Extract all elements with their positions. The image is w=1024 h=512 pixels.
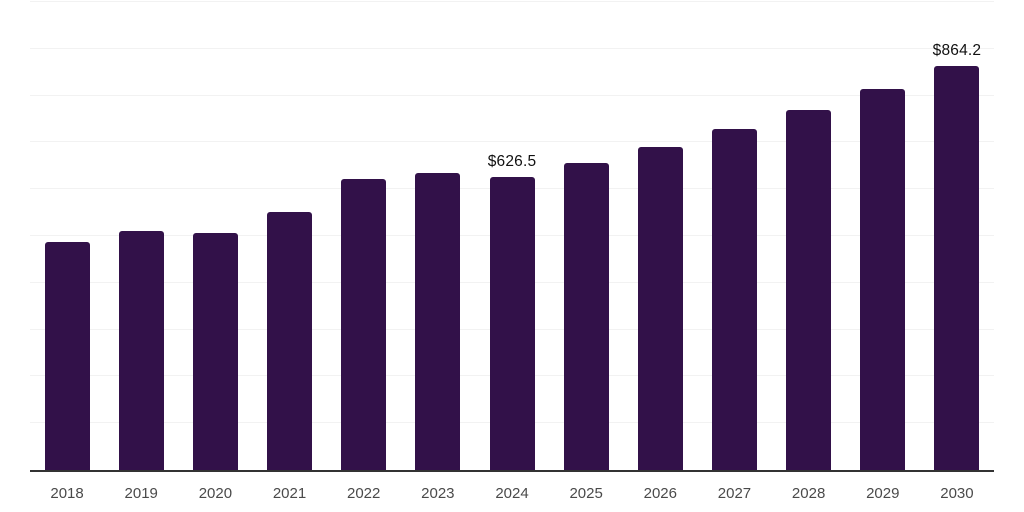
gridline [30,1,994,2]
x-tick-label-2026: 2026 [643,485,677,502]
gridline [30,94,994,96]
gridline [30,47,994,49]
bar-2019[interactable] [118,231,164,470]
x-tick-label-2023: 2023 [421,485,455,502]
x-tick-label-2028: 2028 [791,485,826,502]
bar-2030[interactable] [934,65,980,470]
x-tick-label-2018: 2018 [50,485,84,502]
bar-2025[interactable] [563,163,609,470]
x-tick-label-2020: 2020 [198,485,233,502]
bar-2020[interactable] [192,232,238,470]
x-tick-label-2027: 2027 [717,485,752,502]
bar-2027[interactable] [711,128,757,470]
bar-2026[interactable] [637,147,683,470]
x-tick-label-2030: 2030 [940,485,974,502]
x-axis-line [30,470,994,472]
x-tick-label-2029: 2029 [866,485,900,502]
x-tick-label-2021: 2021 [272,485,307,502]
plot-area: $626.5 $864.2 [30,1,994,470]
bar-value-label-2024: $626.5 [487,152,537,170]
bar-2022[interactable] [341,179,387,470]
bar-value-label-2030: $864.2 [932,41,982,59]
bar-2028[interactable] [786,109,832,470]
x-tick-label-2022: 2022 [347,485,381,502]
bar-2018[interactable] [44,241,90,470]
bar-2024[interactable] [489,176,535,470]
x-tick-label-2025: 2025 [569,485,603,502]
x-tick-label-2019: 2019 [124,485,158,502]
x-tick-label-2024: 2024 [495,485,529,502]
gridline [30,141,994,143]
bar-2029[interactable] [860,89,906,470]
x-axis-tick-labels: 2018 2019 2020 2021 2022 2023 2024 2025 2026 2027… [30,485,994,505]
bar-2023[interactable] [415,172,461,470]
bar-2021[interactable] [267,212,313,470]
